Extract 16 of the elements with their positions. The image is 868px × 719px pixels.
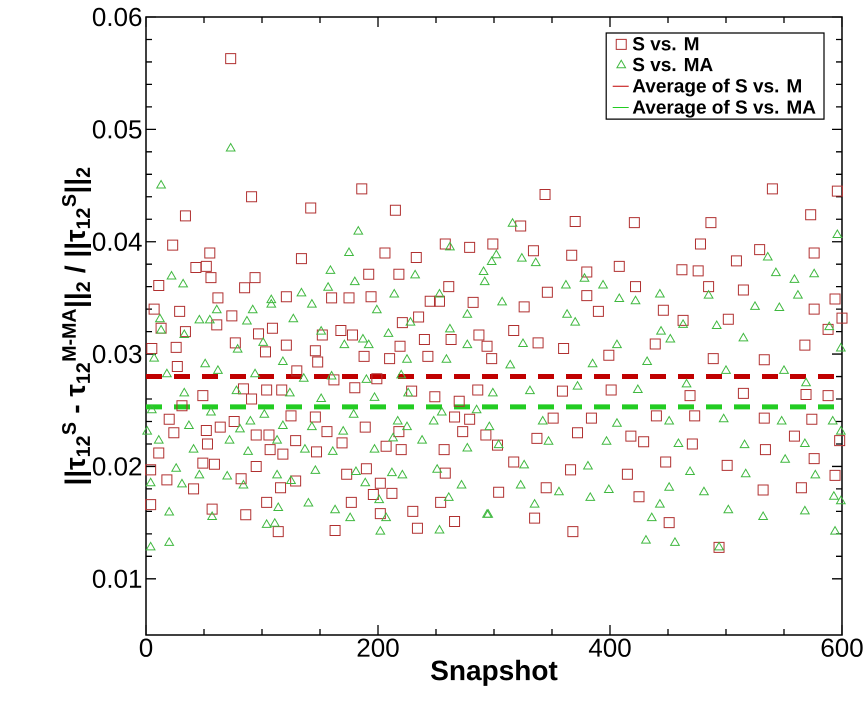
y-tick-label: 0.01 (92, 570, 142, 588)
text: ||τ$_{12}$$^{S}$ - τ$_{12}$$^{M-MA}$||$_{2}$ / ||τ$_{12}$$^{S}$||$_{2}$ (62, 168, 92, 484)
y-tick-label: 0.04 (92, 232, 142, 251)
y-tick-label: 0.02 (92, 457, 142, 476)
legend-label: Average of S vs. MA (632, 100, 816, 118)
legend-label: S vs. MA (632, 58, 713, 72)
x-axis-title: Snapshot (431, 660, 558, 686)
y-tick-label: 0.05 (92, 120, 142, 139)
x-tick-label: 0 (140, 638, 152, 657)
y-tick-label: 0.03 (92, 344, 142, 364)
legend-label: S vs. M (632, 37, 698, 50)
y-tick-label: 0.06 (92, 8, 142, 26)
x-tick-label: 600 (822, 638, 863, 657)
legend-label: Average of S vs. M (632, 78, 801, 96)
x-tick-label: 200 (358, 638, 399, 657)
x-tick-label: 400 (588, 638, 631, 657)
